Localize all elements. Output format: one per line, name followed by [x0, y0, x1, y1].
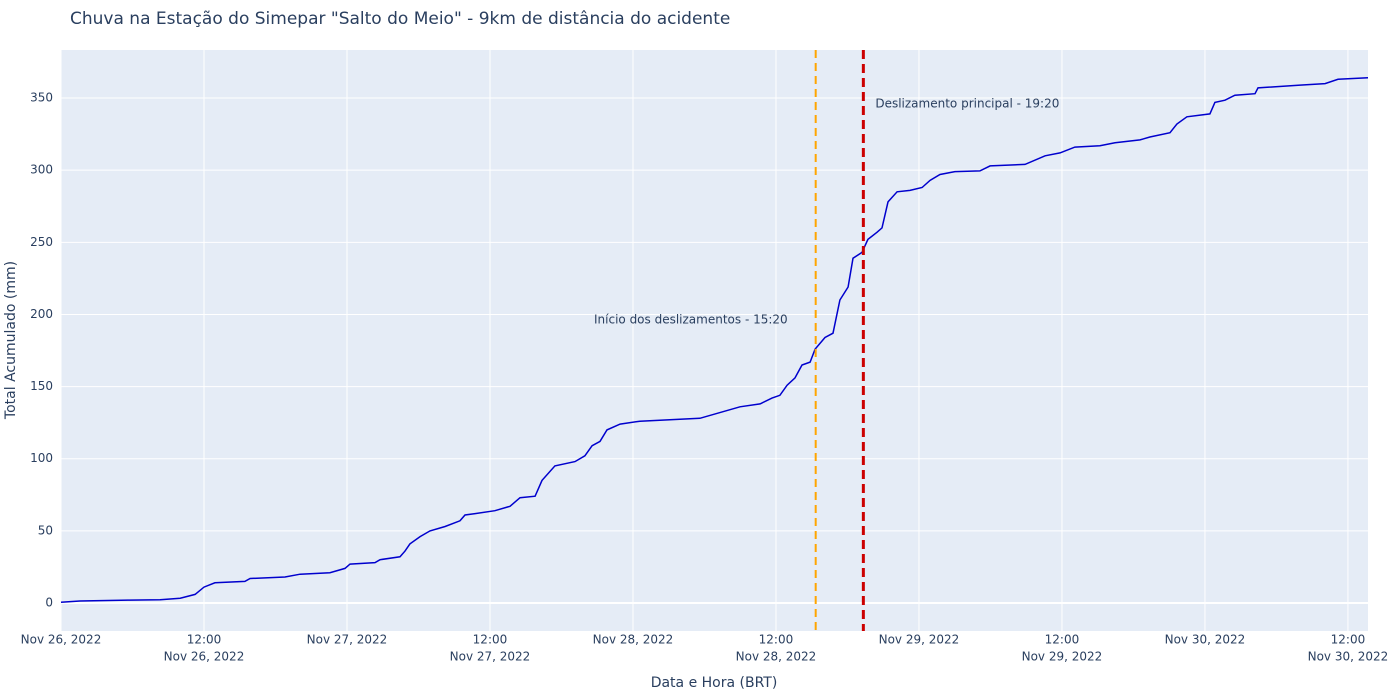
y-tick-label: 150 [30, 379, 53, 393]
x-tick-label: 12:00 [187, 633, 222, 647]
x-tick-label: Nov 30, 2022 [1308, 650, 1389, 664]
x-tick-label: Nov 29, 2022 [879, 633, 960, 647]
x-tick-label: 12:00 [759, 633, 794, 647]
y-tick-label: 0 [45, 596, 53, 610]
x-tick-label: Nov 28, 2022 [736, 650, 817, 664]
x-tick-label: Nov 28, 2022 [593, 633, 674, 647]
y-tick-label: 200 [30, 307, 53, 321]
x-tick-label: Nov 26, 2022 [164, 650, 245, 664]
annotation: Deslizamento principal - 19:20 [875, 97, 1059, 111]
x-tick-label: Nov 27, 2022 [307, 633, 388, 647]
y-tick-label: 350 [30, 91, 53, 105]
y-tick-label: 100 [30, 451, 53, 465]
data-line [60, 77, 1369, 604]
annotation: Início dos deslizamentos - 15:20 [594, 313, 788, 327]
y-tick-label: 50 [38, 523, 53, 537]
x-tick-label: Nov 26, 2022 [21, 633, 102, 647]
x-tick-label: Nov 30, 2022 [1165, 633, 1246, 647]
x-tick-label: 12:00 [473, 633, 508, 647]
chart-title: Chuva na Estação do Simepar "Salto do Me… [70, 9, 730, 29]
y-axis-title: Total Acumulado (mm) [3, 261, 19, 420]
y-tick-label: 300 [30, 163, 53, 177]
x-axis-title: Data e Hora (BRT) [651, 675, 778, 691]
x-tick-label: 12:00 [1331, 633, 1366, 647]
plot-area [61, 50, 1368, 631]
x-tick-label: 12:00 [1045, 633, 1080, 647]
x-tick-label: Nov 29, 2022 [1022, 650, 1103, 664]
x-tick-label: Nov 27, 2022 [450, 650, 531, 664]
y-tick-label: 250 [30, 235, 53, 249]
